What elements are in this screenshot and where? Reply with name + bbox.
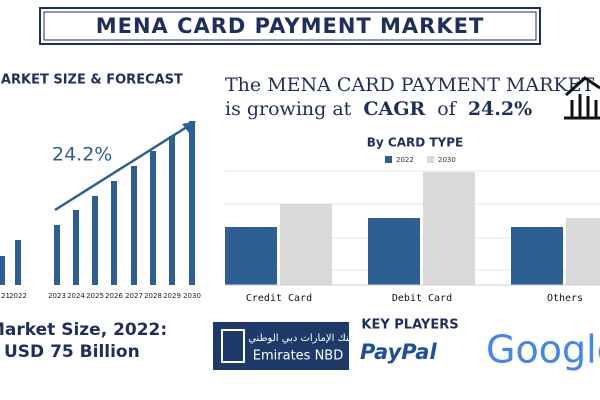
bar	[280, 204, 332, 285]
headline-value: 24.2%	[468, 98, 532, 120]
bar	[15, 240, 21, 285]
title-box	[39, 7, 541, 45]
bar	[225, 227, 277, 285]
logo-emblem	[221, 329, 245, 363]
bar	[150, 151, 156, 285]
x-tick-label: 2030	[183, 292, 201, 300]
x-tick-label: 2028	[144, 292, 162, 300]
headline-cagr: CAGR	[363, 98, 425, 120]
bar	[511, 227, 563, 285]
bar	[368, 218, 420, 285]
growth-icon	[564, 76, 600, 120]
legend-swatch	[427, 156, 434, 163]
market-size-value: USD 75 Billion	[4, 342, 140, 362]
x-tick-label: Others	[547, 293, 583, 304]
bar	[423, 172, 475, 285]
market-size-label: Market Size, 2022:	[0, 320, 167, 340]
bar	[0, 256, 5, 285]
headline-line1: The MENA CARD PAYMENT MARKET	[225, 74, 594, 96]
headline-text: is growing at	[225, 98, 352, 120]
bar	[566, 218, 600, 285]
logo-arabic: بنك الإمارات دبي الوطني	[248, 333, 352, 344]
x-tick-label: 2022	[9, 292, 27, 300]
legend-swatch	[385, 156, 392, 163]
x-tick-label: 2025	[86, 292, 104, 300]
x-tick-label: 21	[1, 292, 10, 300]
title-box-inner	[43, 11, 537, 41]
headline-text: of	[437, 98, 457, 120]
x-tick-label: 2023	[48, 292, 66, 300]
bar	[92, 196, 98, 285]
cagr-annotation: 24.2%	[52, 144, 112, 166]
google-logo: Google	[486, 328, 600, 372]
key-players-title: KEY PLAYERS	[361, 318, 458, 333]
right-chart-title: By CARD TYPE	[367, 136, 464, 150]
x-tick-label: Credit Card	[246, 293, 312, 304]
x-tick-label: Debit Card	[392, 293, 452, 304]
x-tick-label: 2024	[67, 292, 85, 300]
page-title: MENA CARD PAYMENT MARKET	[96, 14, 485, 38]
bar	[131, 166, 137, 285]
x-tick-label: 2027	[125, 292, 143, 300]
logo-text: Emirates NBD	[253, 349, 343, 364]
bar	[54, 225, 60, 285]
left-chart-title: MARKET SIZE & FORECAST	[0, 73, 183, 88]
bar	[169, 136, 175, 285]
bar	[73, 210, 79, 285]
headline-line2: is growing at CAGR of 24.2%	[225, 98, 532, 120]
x-tick-label: 2029	[163, 292, 181, 300]
legend-label: 2022	[396, 156, 414, 164]
legend-label: 2030	[438, 156, 456, 164]
paypal-logo: PayPal	[360, 340, 437, 364]
x-tick-label: 2026	[105, 292, 123, 300]
bar	[111, 181, 117, 285]
bar	[189, 121, 195, 285]
growth-arrow	[54, 123, 191, 212]
